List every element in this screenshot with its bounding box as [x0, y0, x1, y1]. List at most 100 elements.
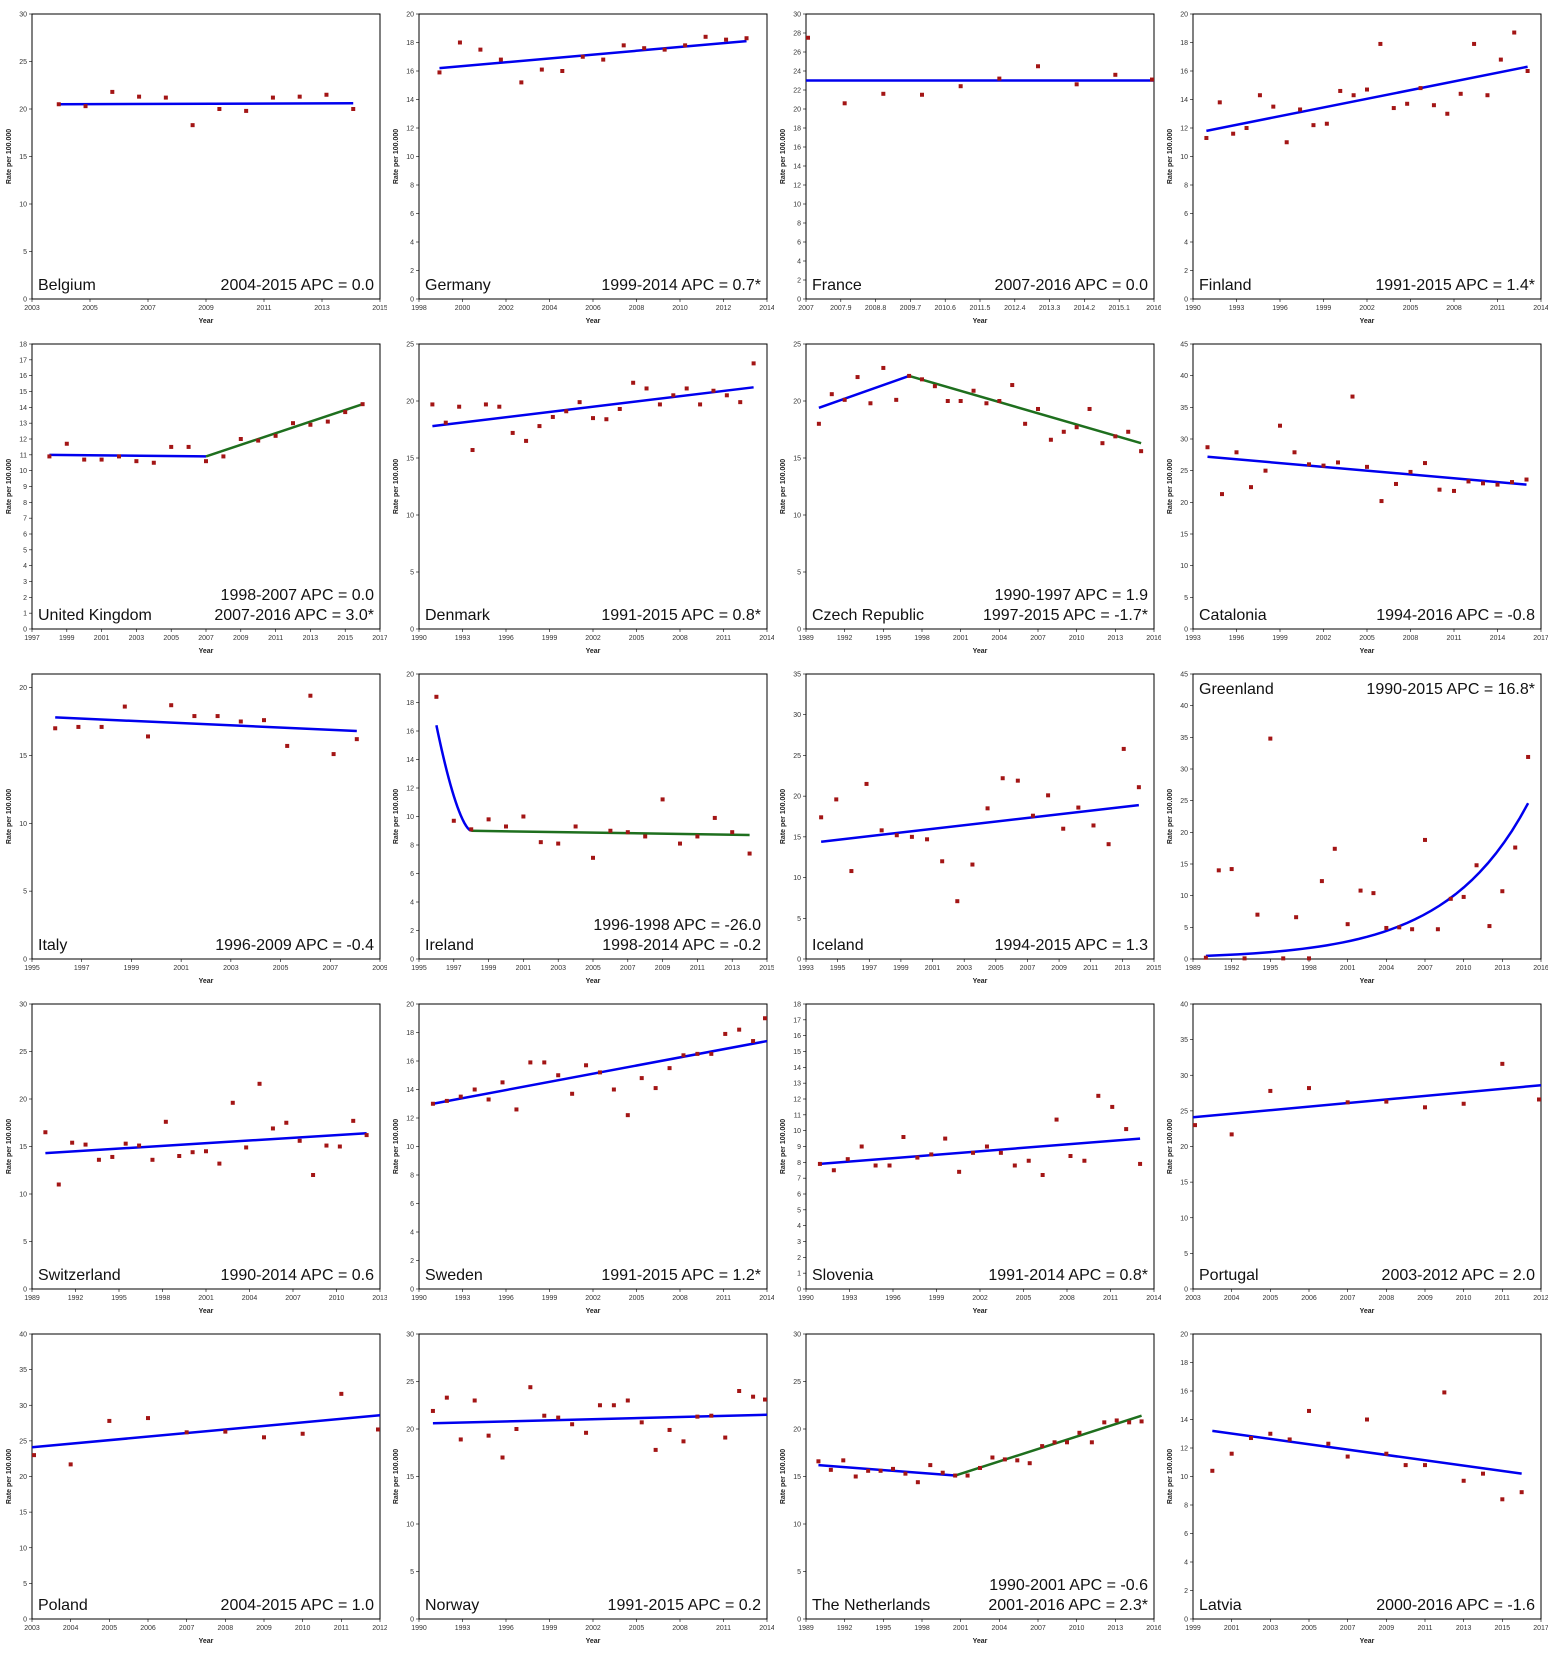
chart-panel-sweden: 0 2 4 6 8 10 12 14 16 18 20 1990 1993 1996 1999 2002 200…: [393, 1002, 774, 1316]
data-point: [550, 414, 555, 419]
data-point: [737, 1027, 742, 1032]
data-point: [184, 1430, 189, 1435]
data-point: [539, 67, 544, 72]
data-point: [564, 409, 569, 414]
data-point: [1307, 1408, 1311, 1413]
data-point: [1217, 100, 1222, 105]
x-tick-label: 2013: [372, 1295, 387, 1302]
data-point: [831, 1168, 836, 1173]
x-tick-label: 2001: [94, 635, 110, 642]
data-point: [1076, 805, 1081, 810]
data-point: [955, 899, 960, 904]
x-tick-label: 2011: [1103, 1295, 1118, 1302]
x-axis-label: Year: [1360, 1638, 1375, 1645]
y-tick-label: 22: [793, 88, 801, 95]
data-point: [297, 1138, 302, 1143]
data-point: [270, 95, 275, 100]
y-tick-label: 4: [1184, 1560, 1188, 1567]
x-tick-label: 2003: [956, 965, 972, 972]
x-tick-label: 2007: [1030, 635, 1046, 642]
data-point: [738, 400, 743, 405]
x-tick-label: 2002: [1359, 305, 1375, 312]
x-tick-label: 2007: [798, 305, 814, 312]
y-tick-label: 20: [1180, 1144, 1188, 1151]
data-point: [984, 1144, 989, 1149]
x-tick-label: 1995: [830, 965, 846, 972]
x-tick-label: 2015: [1495, 1625, 1511, 1632]
data-point: [751, 1039, 756, 1044]
x-tick-label: 2007.9: [830, 305, 852, 312]
y-tick-label: 4: [797, 259, 801, 266]
data-point: [709, 1413, 714, 1418]
data-point: [96, 1157, 101, 1162]
y-tick-label: 15: [19, 389, 27, 396]
data-point: [584, 1430, 589, 1435]
data-point: [1442, 1390, 1447, 1395]
data-point: [1345, 1100, 1350, 1105]
data-point: [953, 1473, 958, 1478]
data-point: [681, 1053, 686, 1058]
x-axis-label: Year: [199, 648, 214, 655]
data-point: [343, 410, 348, 415]
y-axis-label: Rate per 100.000: [393, 129, 400, 184]
data-point: [695, 834, 700, 839]
data-point: [262, 718, 266, 723]
data-point: [751, 361, 756, 366]
data-point: [653, 1086, 658, 1091]
apc-annotation: 2007-2016 APC = 3.0*: [214, 607, 374, 624]
x-tick-label: 2013: [1456, 1625, 1472, 1632]
data-point: [1498, 57, 1503, 62]
y-tick-label: 16: [406, 69, 414, 76]
data-point: [556, 841, 561, 846]
data-point: [853, 1474, 858, 1479]
x-axis-label: Year: [973, 978, 988, 985]
x-tick-label: 1989: [798, 1625, 814, 1632]
data-point: [134, 459, 139, 464]
x-tick-label: 1996: [885, 1295, 901, 1302]
data-point: [217, 107, 222, 111]
data-point: [1281, 956, 1286, 961]
data-point: [1292, 450, 1297, 455]
chart-panel-switzerland: 0 5 10 15 20 25 30 1989 1992 1995 1998 2001 2004 2007…: [6, 1002, 387, 1316]
data-point: [1268, 1088, 1273, 1093]
y-tick-label: 2: [1184, 1588, 1188, 1595]
y-tick-label: 0: [1184, 627, 1188, 634]
x-tick-label: 1992: [837, 635, 853, 642]
chart-panel-belgium: 0 5 10 15 20 25 30 2003 2005 2007 2009 2011 2013 2015…: [6, 12, 387, 326]
data-point: [1229, 1451, 1234, 1456]
y-tick-label: 20: [793, 399, 801, 406]
x-tick-label: 2003: [1263, 1625, 1279, 1632]
data-point: [478, 47, 483, 52]
y-tick-label: 15: [793, 1049, 801, 1056]
data-point: [1220, 492, 1224, 497]
data-point: [430, 1408, 435, 1413]
y-tick-label: 25: [793, 753, 801, 760]
data-point: [270, 1126, 275, 1131]
y-tick-label: 18: [1180, 1360, 1188, 1367]
y-tick-label: 10: [1180, 1474, 1188, 1481]
data-point: [925, 837, 930, 842]
data-point: [849, 869, 854, 874]
x-tick-label: 1999: [124, 965, 140, 972]
y-tick-label: 14: [406, 757, 414, 764]
x-axis-label: Year: [199, 318, 214, 325]
data-point: [1345, 1454, 1350, 1459]
y-tick-label: 20: [19, 107, 27, 114]
data-point: [117, 454, 121, 459]
data-point: [308, 693, 313, 698]
y-tick-label: 25: [793, 1379, 801, 1386]
data-point: [64, 441, 69, 446]
x-tick-label: 1992: [837, 1625, 853, 1632]
data-point: [514, 1107, 519, 1112]
x-tick-label: 2009: [1051, 965, 1067, 972]
data-point: [1127, 1420, 1132, 1425]
data-point: [879, 828, 884, 833]
y-tick-label: 16: [406, 729, 414, 736]
y-tick-label: 20: [19, 1474, 27, 1481]
data-point: [1474, 863, 1479, 868]
x-tick-label: 1999: [1185, 1625, 1201, 1632]
data-point: [1287, 1437, 1292, 1442]
x-tick-label: 2009: [372, 965, 387, 972]
